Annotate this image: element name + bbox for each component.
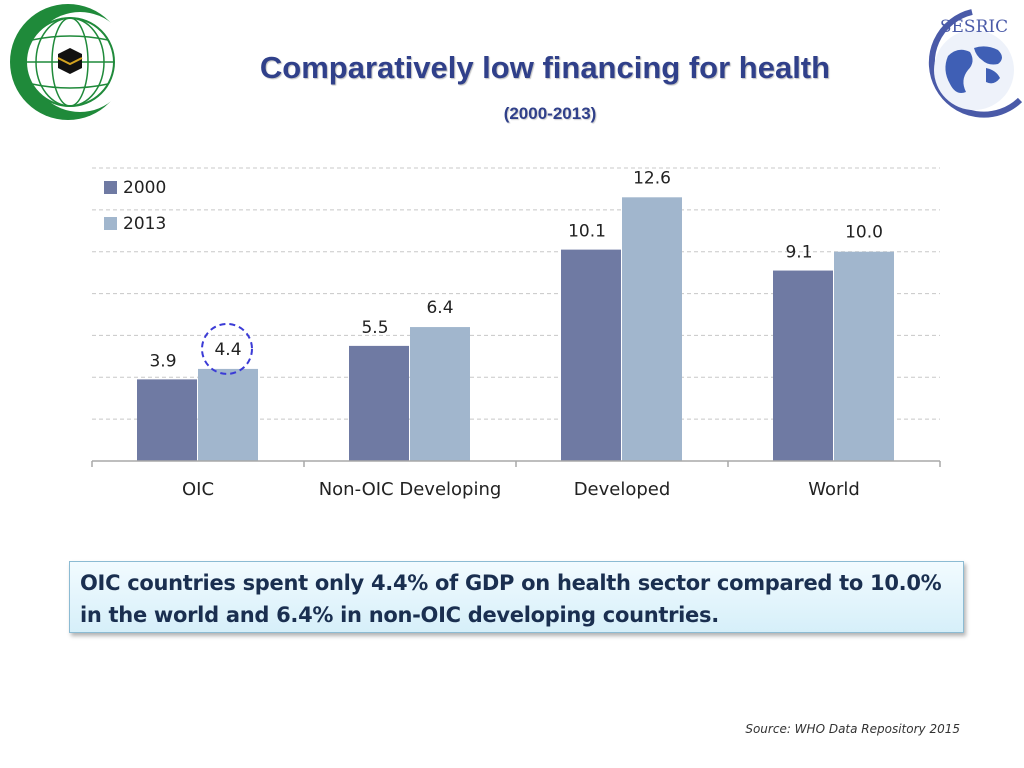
bar-2000-oic [137,379,197,461]
data-label: 5.5 [361,318,388,338]
legend-swatch [104,181,117,194]
legend-label: 2013 [123,214,166,234]
legend-label: 2000 [123,178,166,198]
legend: 2000 2013 [104,178,166,234]
bar-2013-world [834,251,894,461]
bars [137,197,894,462]
page-title: Comparatively low financing for health [259,50,831,85]
x-tick-label: Developed [574,479,671,500]
data-label: 12.6 [633,168,671,188]
bar-2000-non-oic-developing [349,345,409,461]
x-axis: OIC Non-OIC Developing Developed World [91,460,941,500]
bar-chart: 3.9 5.5 10.1 9.1 4.4 6.4 12.6 10.0 OIC Non-OIC D… [91,167,941,500]
key-finding-callout: OIC countries spent only 4.4% of GDP on … [69,561,964,633]
data-label: 4.4 [214,340,241,360]
data-label: 9.1 [785,243,812,263]
data-label: 10.1 [568,222,606,242]
data-label: 3.9 [149,351,176,371]
x-tick-label: OIC [182,479,214,500]
data-label: 6.4 [426,298,453,318]
sesric-logo: SESRIC [928,9,1023,118]
x-tick-label: Non-OIC Developing [319,479,502,500]
bar-2013-oic [198,368,258,461]
highlight [201,322,253,375]
oic-logo [10,4,128,120]
bar-2013-non-oic-developing [410,327,470,461]
bar-2013-developed [622,197,682,462]
data-label: 10.0 [845,223,883,243]
sesric-logo-text: SESRIC [940,17,1008,37]
page-subtitle: (2000-2013) [503,104,597,123]
bar-labels: 3.9 5.5 10.1 9.1 4.4 6.4 12.6 10.0 [149,168,882,371]
legend-swatch [104,217,117,230]
source-note: Source: WHO Data Repository 2015 [745,722,960,736]
bar-2000-world [773,270,833,461]
x-tick-label: World [808,479,860,500]
bar-2000-developed [561,249,621,461]
highlight-circle [201,322,253,375]
